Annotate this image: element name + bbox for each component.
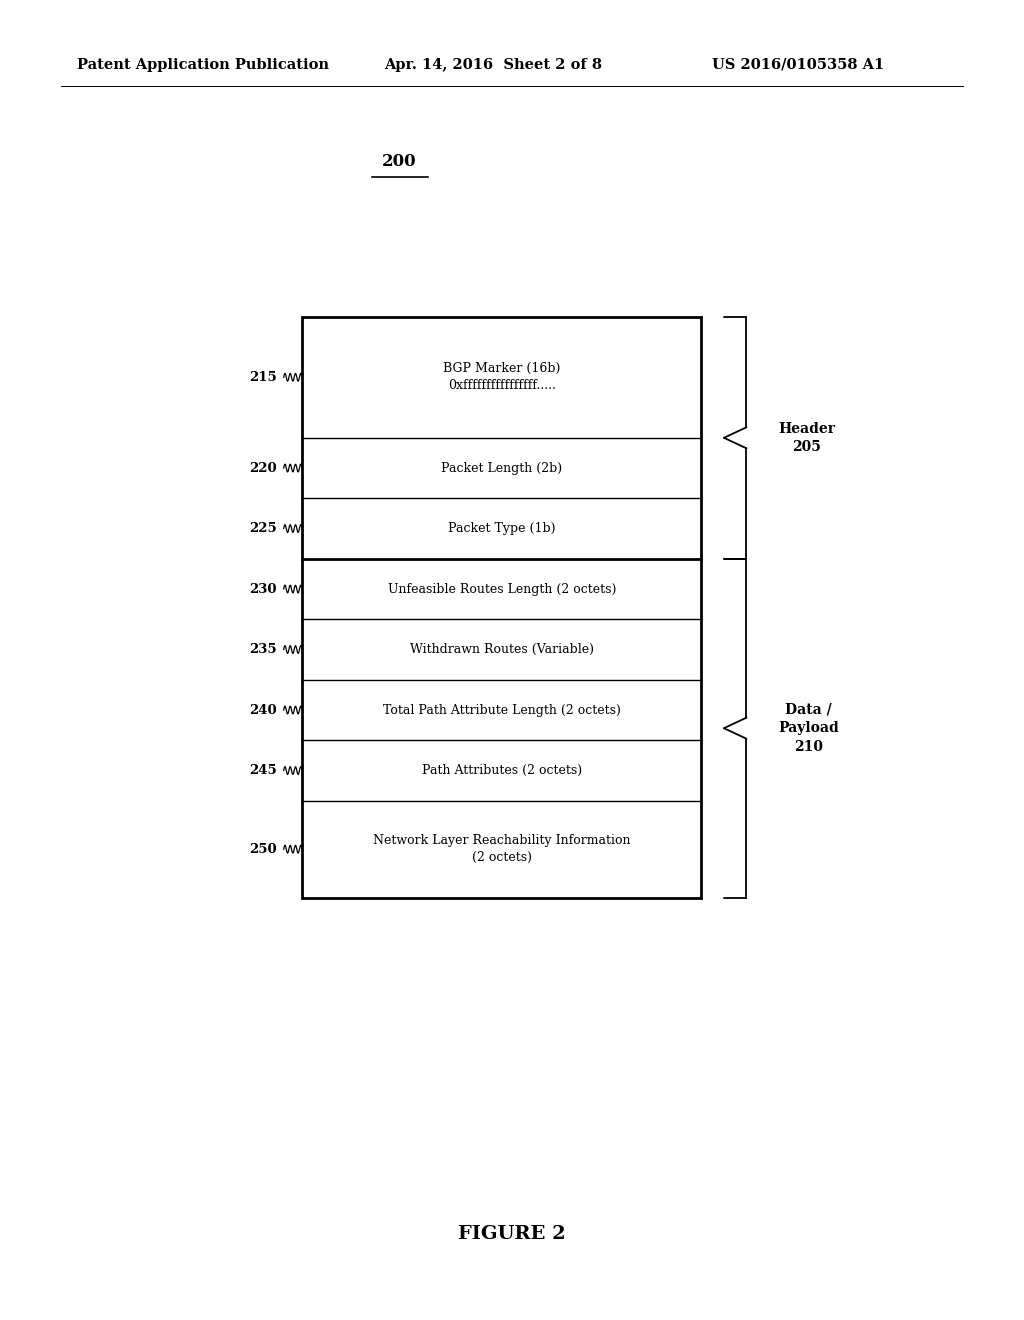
Text: Withdrawn Routes (Variable): Withdrawn Routes (Variable) [410,643,594,656]
Text: 215: 215 [249,371,276,384]
Text: 200: 200 [382,153,417,169]
Text: 230: 230 [249,582,276,595]
Text: FIGURE 2: FIGURE 2 [458,1225,566,1243]
Text: 250: 250 [249,842,276,855]
Text: 240: 240 [249,704,276,717]
Text: Path Attributes (2 octets): Path Attributes (2 octets) [422,764,582,777]
Text: 245: 245 [249,764,276,777]
Text: Total Path Attribute Length (2 octets): Total Path Attribute Length (2 octets) [383,704,621,717]
Text: Network Layer Reachability Information
(2 octets): Network Layer Reachability Information (… [373,834,631,865]
Text: US 2016/0105358 A1: US 2016/0105358 A1 [712,58,884,71]
Text: Unfeasible Routes Length (2 octets): Unfeasible Routes Length (2 octets) [387,582,616,595]
Text: BGP Marker (16b)
0xffffffffffffffff.....: BGP Marker (16b) 0xffffffffffffffff..... [443,362,560,392]
Text: 235: 235 [249,643,276,656]
Text: Patent Application Publication: Patent Application Publication [77,58,329,71]
Text: 225: 225 [249,521,276,535]
Text: Packet Length (2b): Packet Length (2b) [441,462,562,475]
Text: Apr. 14, 2016  Sheet 2 of 8: Apr. 14, 2016 Sheet 2 of 8 [384,58,602,71]
Text: Header
205: Header 205 [778,421,836,454]
Text: Data /
Payload
210: Data / Payload 210 [778,702,839,754]
Bar [302,317,701,898]
Text: 220: 220 [249,462,276,475]
Text: Packet Type (1b): Packet Type (1b) [449,521,555,535]
